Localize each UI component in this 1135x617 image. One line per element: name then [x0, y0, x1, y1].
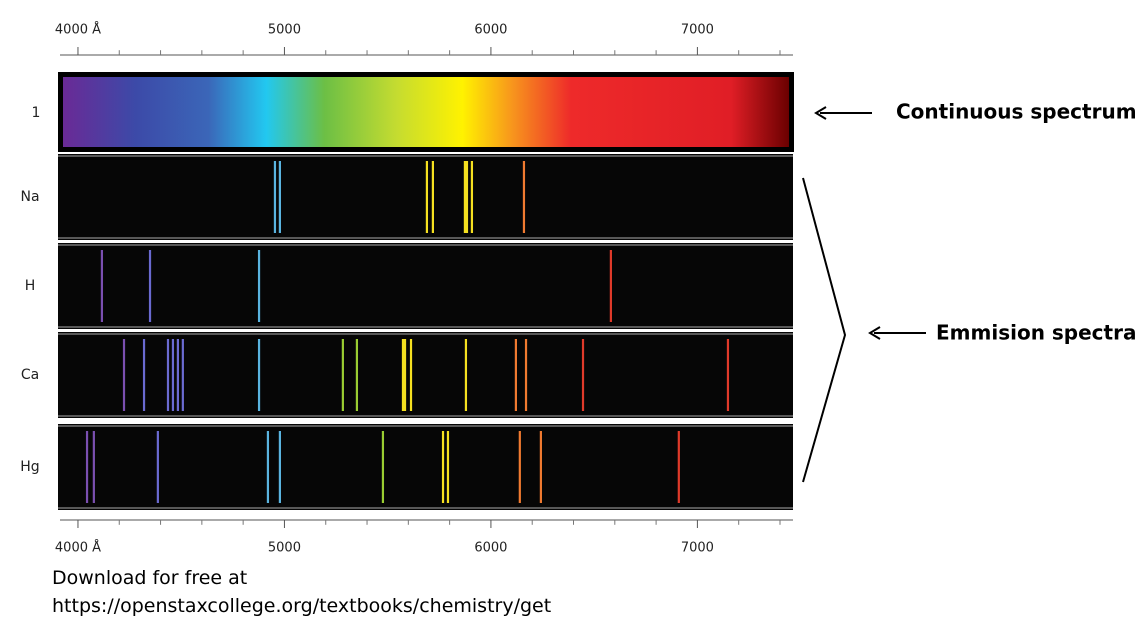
row-label: Hg [20, 459, 39, 475]
tick-label: 6000 [474, 23, 507, 38]
spectrum-row [58, 332, 793, 418]
footer: Download for free at [52, 567, 247, 589]
tick-label: 6000 [474, 541, 507, 556]
row-label: 1 [32, 105, 41, 121]
tick-label: 4000 Å [55, 22, 101, 38]
arrow-head [868, 326, 881, 340]
annotation: Emmision spectra [936, 321, 1135, 345]
row-label: Na [20, 189, 39, 205]
spectrum-row [58, 154, 793, 240]
row-label: H [25, 278, 36, 294]
tick-label: 5000 [268, 23, 301, 38]
tick-label: 4000 Å [55, 540, 101, 556]
footer: https://openstaxcollege.org/textbooks/ch… [52, 595, 551, 617]
spectrum-row [58, 424, 793, 510]
continuous-spectrum [63, 77, 789, 147]
row-label: Ca [21, 367, 39, 383]
tick-label: 7000 [681, 541, 714, 556]
tick-label: 7000 [681, 23, 714, 38]
annotation: Continuous spectrum [896, 100, 1135, 124]
tick-label: 5000 [268, 541, 301, 556]
arrow-head [814, 106, 827, 120]
spectrum-row [58, 243, 793, 329]
brace [802, 177, 847, 483]
